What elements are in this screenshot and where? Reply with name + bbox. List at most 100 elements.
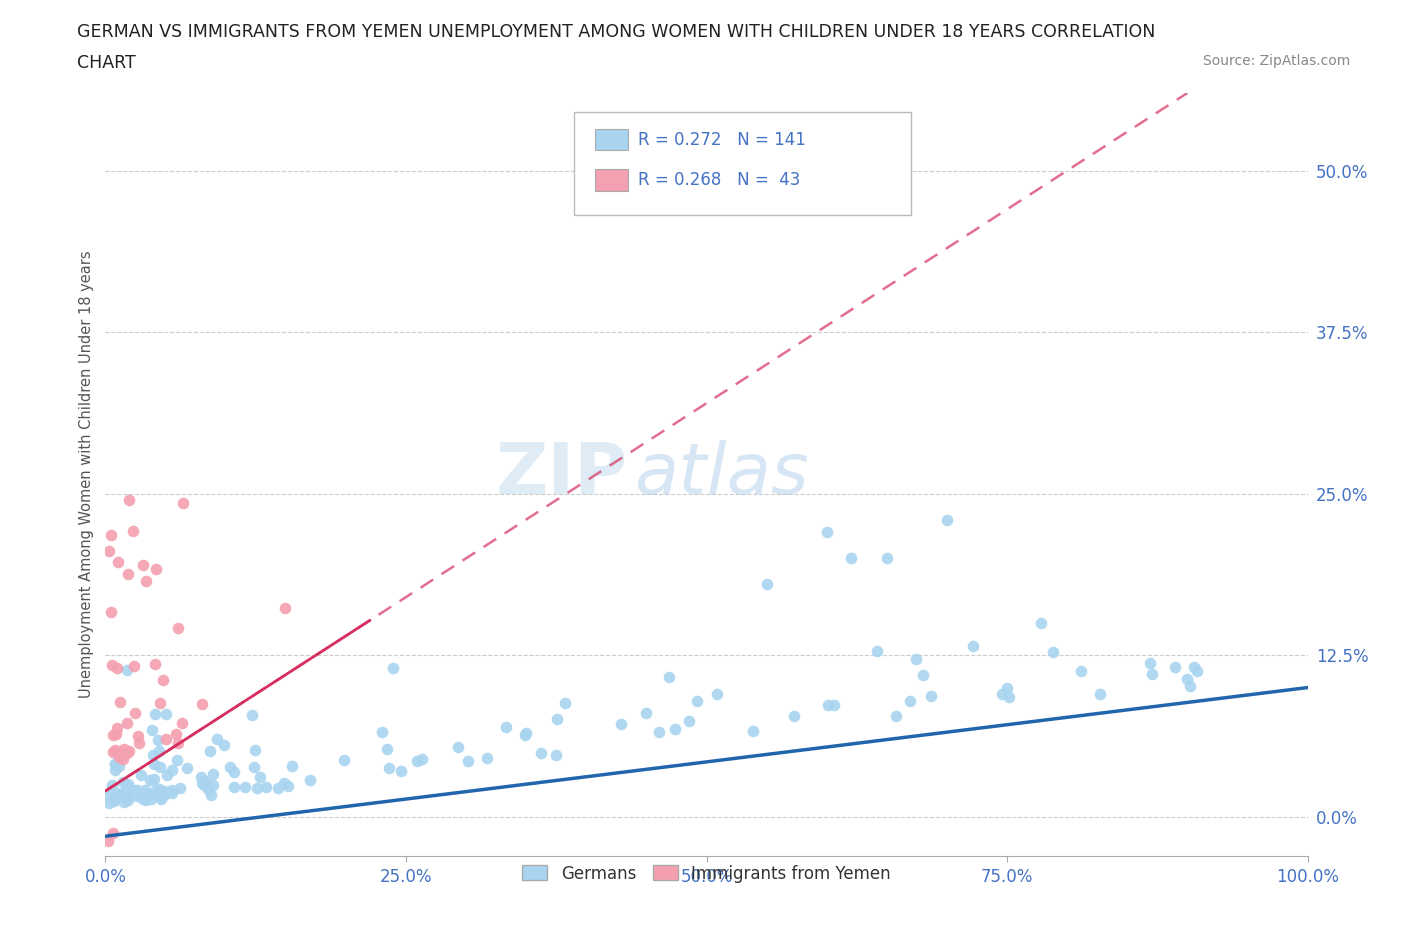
Point	[118, 784, 141, 799]
Point	[280, 759, 302, 774]
Point	[134, 783, 156, 798]
Text: ZIP: ZIP	[496, 440, 628, 509]
Point	[141, 723, 163, 737]
Point	[105, 785, 128, 800]
Point	[240, 708, 263, 723]
Point	[122, 524, 145, 538]
Point	[97, 834, 120, 849]
Point	[1182, 659, 1205, 674]
Point	[104, 756, 127, 771]
Point	[149, 760, 172, 775]
Point	[101, 744, 124, 759]
Point	[706, 687, 728, 702]
Point	[100, 604, 122, 619]
Point	[375, 741, 398, 756]
Point	[995, 681, 1018, 696]
Point	[246, 780, 269, 795]
Point	[783, 708, 806, 723]
Point	[678, 713, 700, 728]
Point	[391, 763, 413, 777]
Point	[155, 707, 177, 722]
Point	[817, 698, 839, 712]
Point	[115, 716, 138, 731]
Point	[1175, 671, 1198, 686]
Point	[135, 574, 157, 589]
Text: Source: ZipAtlas.com: Source: ZipAtlas.com	[1202, 54, 1350, 68]
Point	[866, 644, 889, 658]
Point	[125, 789, 148, 804]
Point	[112, 748, 135, 763]
Point	[111, 744, 134, 759]
Point	[962, 639, 984, 654]
Point	[333, 752, 356, 767]
Point	[162, 763, 184, 777]
Point	[166, 736, 188, 751]
Point	[222, 779, 245, 794]
Point	[194, 775, 217, 790]
Point	[911, 667, 934, 682]
Point	[117, 777, 139, 791]
Point	[110, 695, 132, 710]
Point	[193, 774, 215, 789]
Point	[815, 525, 838, 540]
Point	[197, 781, 219, 796]
Point	[1088, 686, 1111, 701]
Point	[200, 788, 222, 803]
Point	[101, 826, 124, 841]
Point	[132, 789, 155, 804]
Point	[1029, 616, 1052, 631]
Point	[495, 720, 517, 735]
Point	[998, 690, 1021, 705]
Point	[115, 789, 138, 804]
Point	[104, 757, 127, 772]
Point	[103, 793, 125, 808]
Point	[515, 728, 537, 743]
Point	[139, 773, 162, 788]
Bar	[595, 169, 628, 191]
Text: GERMAN VS IMMIGRANTS FROM YEMEN UNEMPLOYMENT AMONG WOMEN WITH CHILDREN UNDER 18 : GERMAN VS IMMIGRANTS FROM YEMEN UNEMPLOY…	[77, 23, 1156, 41]
Point	[165, 726, 187, 741]
Point	[530, 746, 553, 761]
Point	[115, 779, 138, 794]
Point	[132, 557, 155, 572]
Point	[636, 706, 658, 721]
Text: CHART: CHART	[77, 54, 136, 72]
Point	[112, 794, 135, 809]
Text: atlas: atlas	[634, 440, 808, 509]
Point	[242, 760, 264, 775]
Point	[128, 736, 150, 751]
Point	[172, 496, 194, 511]
Text: R = 0.268   N =  43: R = 0.268 N = 43	[638, 171, 800, 189]
Point	[104, 726, 127, 741]
FancyBboxPatch shape	[574, 113, 911, 215]
Point	[686, 694, 709, 709]
Point	[166, 752, 188, 767]
Point	[143, 772, 166, 787]
Point	[117, 566, 139, 581]
Point	[905, 651, 928, 666]
Point	[152, 672, 174, 687]
Point	[108, 758, 131, 773]
Point	[149, 696, 172, 711]
Point	[936, 512, 959, 527]
Point	[544, 747, 567, 762]
Point	[1187, 664, 1209, 679]
Point	[277, 778, 299, 793]
Point	[201, 777, 224, 792]
Point	[103, 790, 125, 804]
Point	[610, 716, 633, 731]
Point	[205, 731, 228, 746]
Y-axis label: Unemployment Among Women with Children Under 18 years: Unemployment Among Women with Children U…	[79, 250, 94, 698]
Point	[111, 775, 134, 790]
Point	[243, 742, 266, 757]
Point	[131, 768, 153, 783]
Point	[876, 551, 898, 565]
Point	[125, 782, 148, 797]
Point	[447, 739, 470, 754]
Point	[111, 785, 134, 800]
Point	[648, 724, 671, 739]
Point	[202, 766, 225, 781]
Point	[554, 696, 576, 711]
Point	[274, 601, 297, 616]
Point	[198, 744, 221, 759]
